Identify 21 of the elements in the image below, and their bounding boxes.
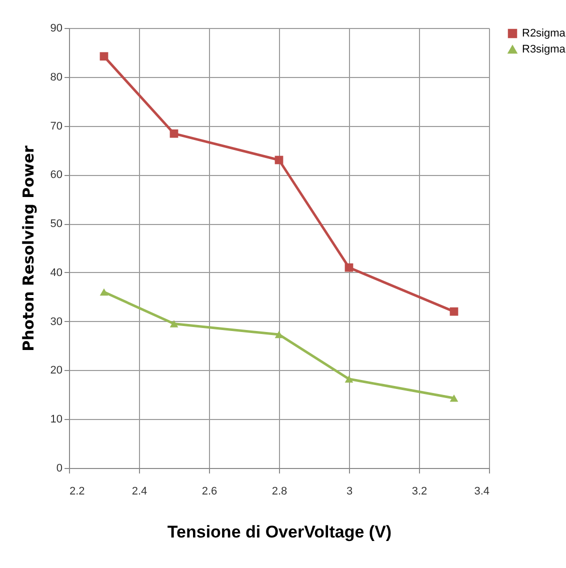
y-tick-label: 40: [50, 266, 62, 279]
y-tick-label: 0: [56, 462, 62, 474]
y-tick-label: 70: [50, 120, 62, 132]
y-tick-label: 20: [50, 364, 62, 377]
x-axis-title: Tensione di OverVoltage (V): [167, 522, 392, 542]
x-tick-label: 2.4: [132, 486, 148, 498]
y-tick-label: 90: [50, 22, 62, 34]
x-tick-label: 3: [346, 486, 353, 498]
y-tick-label: 10: [50, 414, 62, 426]
y-axis-title: Photon Resolving Power: [19, 145, 38, 352]
legend-label: R3sigma: [522, 44, 566, 56]
x-tick-label: 3.2: [412, 486, 428, 498]
legend-label: R2sigma: [522, 28, 566, 40]
y-tick-label: 80: [50, 71, 62, 84]
x-tick-label: 2.6: [202, 486, 218, 498]
y-tick-label: 60: [50, 169, 62, 182]
y-tick-label: 30: [50, 316, 62, 328]
x-tick-label: 2.8: [272, 486, 288, 498]
x-tick-label: 2.2: [70, 486, 85, 498]
x-tick-label: 3.4: [474, 486, 490, 498]
y-tick-label: 50: [50, 218, 62, 230]
